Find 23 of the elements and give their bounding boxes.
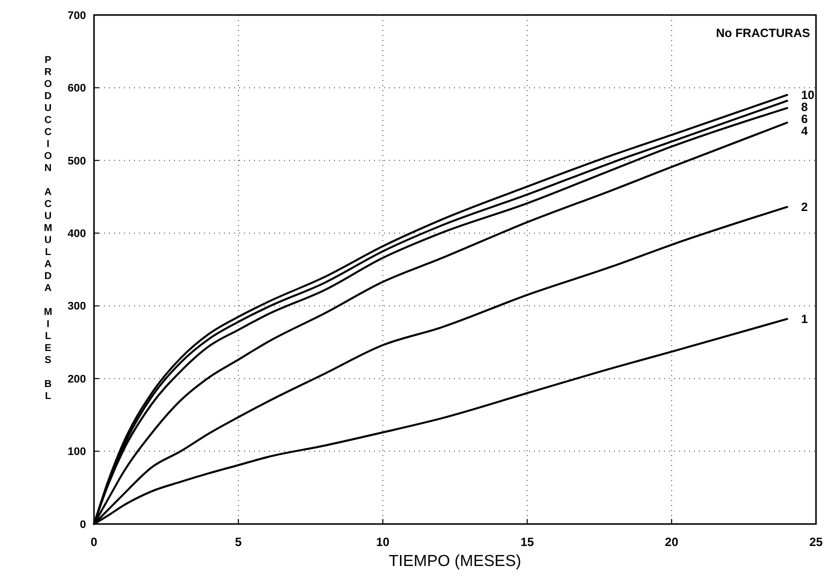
x-tick-label: 5: [235, 535, 242, 549]
legend-title: No FRACTURAS: [716, 26, 810, 40]
y-tick-label: 0: [80, 518, 86, 531]
series-label: 6: [801, 112, 808, 126]
y-axis-title: PRODUCCION ACUMULADA MILES BL: [42, 55, 54, 403]
x-tick-label: 15: [520, 535, 534, 549]
x-tick-label: 20: [664, 535, 679, 549]
x-tick-label: 0: [90, 535, 98, 549]
x-tick-label: 25: [809, 535, 823, 549]
y-tick-label: 200: [68, 373, 86, 386]
x-tick-label: 10: [376, 535, 390, 549]
y-tick-label: 300: [68, 300, 86, 313]
y-tick-label: 600: [68, 82, 86, 95]
series-label: 4: [801, 124, 808, 138]
y-tick-label: 500: [68, 155, 86, 168]
y-tick-label: 400: [68, 228, 86, 240]
y-tick-label: 100: [68, 446, 86, 458]
x-axis-title: TIEMPO (MESES): [388, 553, 522, 570]
series-label: 2: [801, 200, 808, 214]
y-tick-label: 700: [68, 10, 86, 22]
series-label: 10: [801, 88, 815, 102]
series-label: 1: [801, 312, 808, 326]
series-label: 8: [801, 100, 808, 114]
